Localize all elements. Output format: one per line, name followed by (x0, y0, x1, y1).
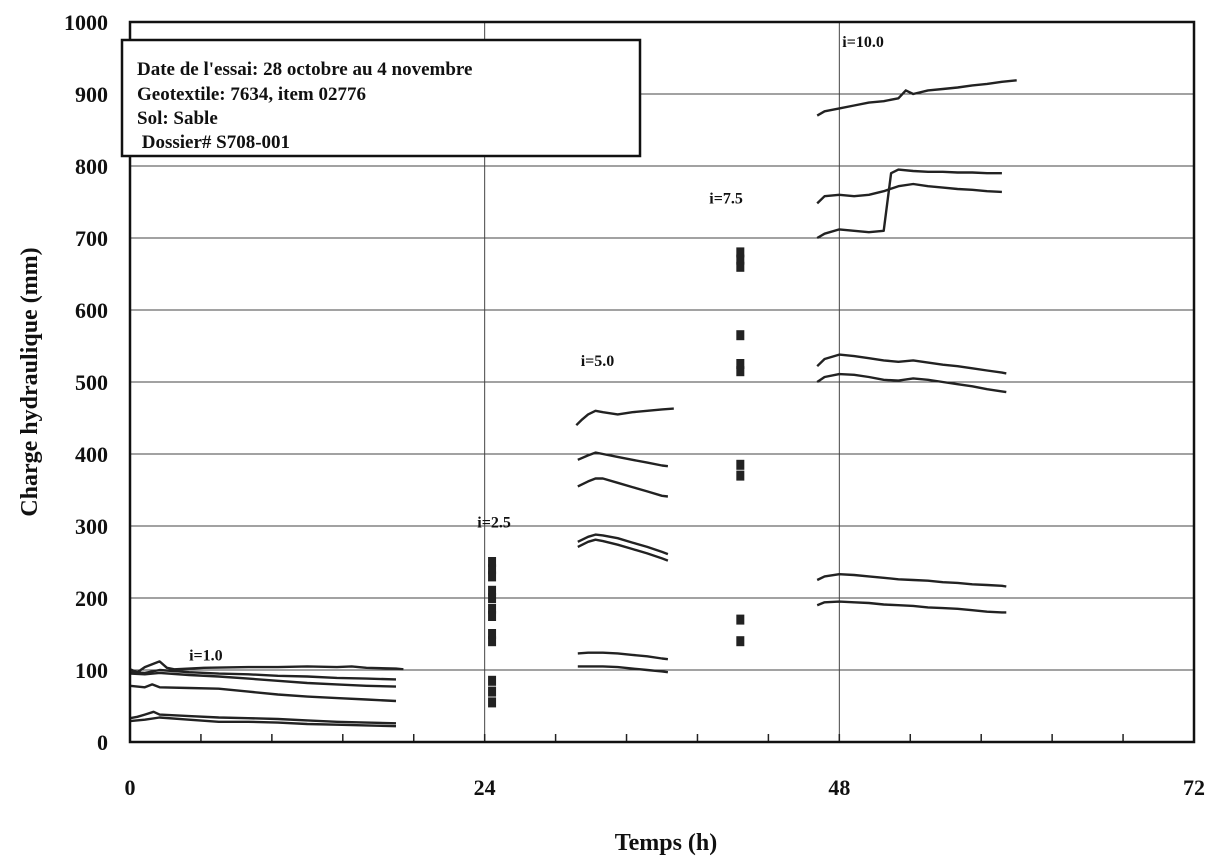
series-line-1 (129, 668, 397, 681)
data-point (488, 611, 497, 621)
series-line-6 (575, 407, 674, 427)
series-line-11 (577, 651, 669, 661)
gradient-annotation: i=2.5 (477, 514, 511, 531)
info-box-line-geotextile: Geotextile: 7634, item 02776 (137, 84, 366, 105)
gradient-annotation: i=10.0 (842, 34, 884, 51)
data-point (736, 247, 745, 258)
y-tick-label: 1000 (64, 10, 108, 35)
y-axis-title: Charge hydraulique (mm) (17, 247, 43, 516)
gradient-annotation: i=7.5 (709, 190, 743, 207)
data-point (736, 366, 745, 377)
series-line-7 (577, 451, 669, 468)
x-tick-label: 0 (125, 775, 136, 800)
series-line-0 (129, 660, 404, 674)
data-point (488, 697, 497, 708)
y-tick-labels: 0 100 200 300 400 500 600 700 800 900 1000 (64, 10, 108, 755)
data-point (736, 261, 745, 272)
y-tick-label: 400 (75, 442, 108, 467)
gradient-annotation: i=1.0 (189, 648, 223, 665)
series-line-9 (577, 533, 669, 556)
series-line-19 (816, 600, 1007, 614)
x-tick-labels: 0 24 48 72 (125, 775, 1206, 800)
data-point (736, 459, 745, 470)
x-axis-title: Temps (h) (615, 830, 717, 856)
series-line-14 (816, 182, 1002, 205)
series-line-16 (816, 353, 1007, 375)
series-line-3 (129, 683, 397, 703)
data-point (736, 254, 745, 265)
data-point (488, 557, 497, 567)
series-line-5 (129, 716, 397, 728)
series-group (129, 79, 1017, 728)
series-line-13 (816, 79, 1017, 117)
series-line-17 (816, 372, 1007, 394)
y-tick-label: 700 (75, 226, 108, 251)
data-point (488, 675, 497, 686)
data-point (488, 636, 497, 647)
y-tick-label: 500 (75, 370, 108, 395)
data-point (736, 330, 745, 341)
y-tick-label: 100 (75, 658, 108, 683)
info-box-line-soil: Sol: Sable (137, 108, 218, 129)
series-line-4 (129, 710, 397, 725)
info-box-line-dossier: Dossier# S708-001 (137, 132, 290, 153)
x-tick-label: 24 (474, 775, 496, 800)
data-point (736, 636, 745, 647)
data-point (488, 629, 497, 639)
data-point (736, 470, 745, 481)
info-box-border (120, 38, 642, 158)
series-line-18 (816, 573, 1007, 588)
y-tick-label: 200 (75, 586, 108, 611)
y-tick-label: 0 (97, 730, 108, 755)
data-point (736, 614, 745, 625)
plot-frame (128, 20, 1196, 744)
data-point (488, 585, 497, 596)
cluster-group (488, 247, 745, 708)
data-point (488, 571, 497, 582)
series-line-10 (577, 538, 669, 562)
series-line-12 (577, 665, 669, 674)
minor-ticks (200, 734, 1195, 742)
y-tick-label: 900 (75, 82, 108, 107)
info-box: Date de l'essai: 28 octobre au 4 novembr… (120, 38, 642, 158)
y-tick-label: 800 (75, 154, 108, 179)
data-point (736, 359, 745, 369)
series-line-8 (577, 477, 669, 498)
data-point (488, 603, 497, 614)
x-tick-label: 72 (1183, 775, 1205, 800)
series-line-15 (816, 168, 1002, 240)
data-point (488, 593, 497, 603)
gradient-annotation: i=5.0 (581, 353, 615, 370)
series-line-2 (129, 671, 397, 688)
data-point (488, 564, 497, 575)
annotation-group: i=1.0 i=2.5 i=5.0 i=7.5 i=10.0 (189, 34, 884, 664)
data-point (488, 686, 497, 697)
grid (130, 22, 1194, 742)
info-box-line-date: Date de l'essai: 28 octobre au 4 novembr… (137, 59, 472, 80)
x-tick-label: 48 (828, 775, 850, 800)
y-tick-label: 300 (75, 514, 108, 539)
y-tick-label: 600 (75, 298, 108, 323)
